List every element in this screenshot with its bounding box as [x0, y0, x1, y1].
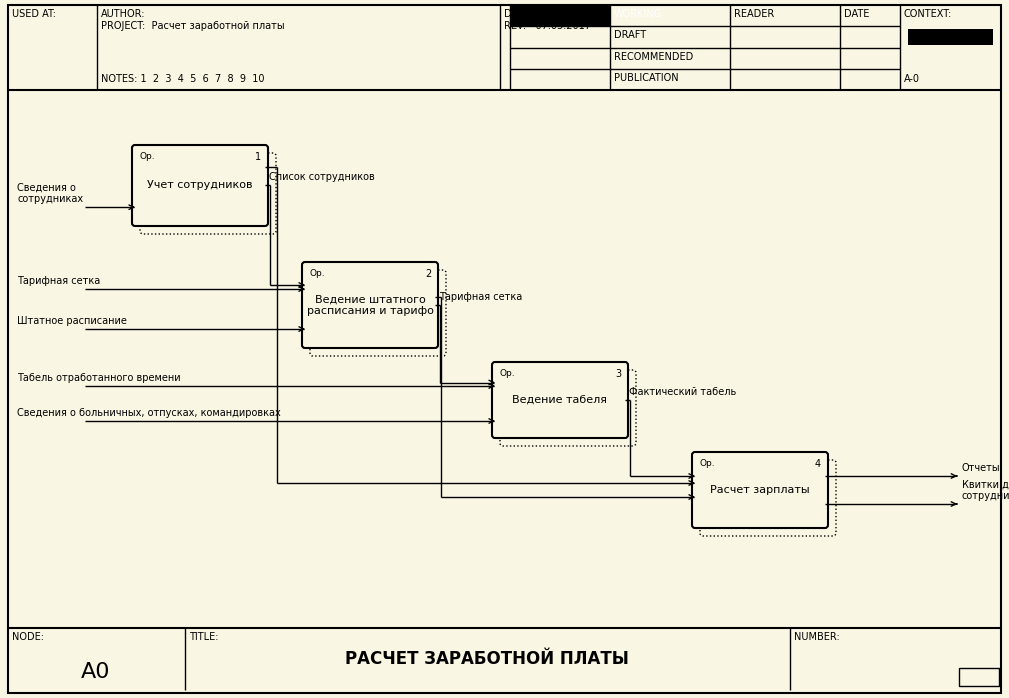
Text: Тарифная сетка: Тарифная сетка — [17, 276, 100, 286]
Bar — [908, 29, 993, 45]
Text: A0: A0 — [82, 662, 111, 682]
Text: DATE: DATE — [844, 9, 870, 19]
Text: Отчеты: Отчеты — [962, 463, 1001, 473]
Text: 2: 2 — [425, 269, 431, 279]
Text: Квитки для
сотрудников: Квитки для сотрудников — [962, 480, 1009, 501]
Text: READER: READER — [734, 9, 774, 19]
Text: NODE:: NODE: — [12, 632, 44, 642]
FancyBboxPatch shape — [500, 370, 636, 446]
FancyBboxPatch shape — [302, 262, 438, 348]
FancyBboxPatch shape — [310, 270, 446, 356]
Text: AUTHOR:: AUTHOR: — [101, 9, 145, 19]
Text: Ведение табеля: Ведение табеля — [513, 395, 607, 405]
Bar — [510, 5, 610, 27]
Text: CONTEXT:: CONTEXT: — [904, 9, 952, 19]
Text: Тарифная сетка: Тарифная сетка — [439, 292, 523, 302]
Text: NUMBER:: NUMBER: — [794, 632, 839, 642]
Text: Ведение штатного
расписания и тарифо: Ведение штатного расписания и тарифо — [307, 294, 434, 315]
Text: PROJECT:  Расчет заработной платы: PROJECT: Расчет заработной платы — [101, 21, 285, 31]
Text: Ор.: Ор. — [700, 459, 715, 468]
FancyBboxPatch shape — [140, 153, 276, 234]
Text: DATE:  07.05.2017: DATE: 07.05.2017 — [504, 9, 594, 19]
Text: Ор.: Ор. — [310, 269, 326, 278]
Text: Сведения о больничных, отпусках, командировках: Сведения о больничных, отпусках, команди… — [17, 408, 281, 418]
Text: NOTES: 1  2  3  4  5  6  7  8  9  10: NOTES: 1 2 3 4 5 6 7 8 9 10 — [101, 74, 264, 84]
Text: Учет сотрудников: Учет сотрудников — [147, 180, 252, 190]
Text: 1: 1 — [255, 152, 261, 162]
Text: DRAFT: DRAFT — [614, 30, 646, 40]
Text: WORKING: WORKING — [614, 9, 662, 19]
Text: Штатное расписание: Штатное расписание — [17, 316, 127, 326]
Text: REV:   07.05.2017: REV: 07.05.2017 — [504, 21, 591, 31]
Text: TITLE:: TITLE: — [189, 632, 219, 642]
FancyBboxPatch shape — [492, 362, 628, 438]
Text: 3: 3 — [614, 369, 621, 379]
Text: 4: 4 — [815, 459, 821, 469]
Text: PUBLICATION: PUBLICATION — [614, 73, 679, 83]
Text: USED AT:: USED AT: — [12, 9, 57, 19]
Text: Табель отработанного времени: Табель отработанного времени — [17, 373, 181, 383]
Text: РАСЧЕТ ЗАРАБОТНОЙ ПЛАТЫ: РАСЧЕТ ЗАРАБОТНОЙ ПЛАТЫ — [345, 650, 629, 668]
Text: Ор.: Ор. — [140, 152, 155, 161]
Text: Фактический табель: Фактический табель — [629, 387, 737, 397]
Text: A-0: A-0 — [904, 74, 920, 84]
Text: RECOMMENDED: RECOMMENDED — [614, 52, 693, 61]
Text: Расчет зарплаты: Расчет зарплаты — [710, 485, 810, 495]
FancyBboxPatch shape — [700, 460, 836, 536]
Text: Сведения о
сотрудниках: Сведения о сотрудниках — [17, 183, 83, 205]
Text: Ор.: Ор. — [500, 369, 516, 378]
Text: Список сотрудников: Список сотрудников — [269, 172, 374, 182]
FancyBboxPatch shape — [692, 452, 828, 528]
Bar — [959, 668, 999, 686]
FancyBboxPatch shape — [132, 145, 268, 226]
